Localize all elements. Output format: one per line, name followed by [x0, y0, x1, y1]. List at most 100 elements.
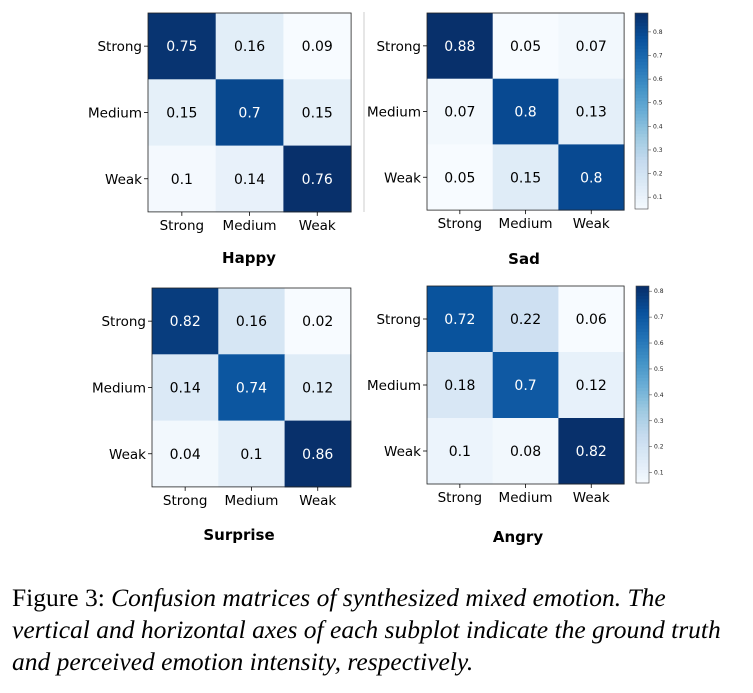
cell-value-label: 0.75: [166, 39, 197, 55]
colorbar-segment: [636, 289, 649, 294]
heatmap-cell: [427, 418, 494, 485]
colorbar-segment: [636, 400, 649, 405]
colorbar-segment: [635, 78, 648, 83]
y-tick-label: Weak: [384, 170, 421, 186]
y-tick-label: Medium: [367, 378, 421, 394]
heatmap-cell: [215, 79, 284, 147]
heatmap-cell: [284, 288, 352, 355]
colorbar-segment: [636, 430, 649, 435]
x-tick-label: Medium: [499, 216, 553, 232]
heatmap-cell: [218, 354, 286, 422]
heatmap-cell: [558, 144, 625, 211]
colorbar-segment: [635, 127, 648, 132]
cell-value-label: 0.07: [444, 105, 475, 121]
colorbar-segment: [636, 450, 649, 455]
colorbar-tick-label: 0.3: [654, 418, 664, 425]
colorbar-segment: [635, 163, 648, 168]
heatmap-cell: [492, 418, 559, 485]
cell-value-label: 0.82: [170, 314, 201, 330]
colorbar-segment: [635, 169, 648, 174]
colorbar-tick-label: 0.8: [654, 288, 664, 295]
heatmap-panel-happy: 0.75 0.16 0.09 0.15 0.7 0.15 0.1 0.14 0.76 Strong…: [88, 12, 352, 267]
y-tick-label: Medium: [92, 380, 146, 396]
colorbar-segment: [636, 387, 649, 392]
colorbar-segment: [635, 68, 648, 73]
cell-value-label: 0.16: [234, 39, 265, 55]
heatmap-cell: [283, 13, 352, 80]
heatmap-cell: [148, 13, 217, 80]
colorbar-segment: [635, 94, 648, 99]
heatmap-cell: [148, 145, 217, 213]
cell-value-label: 0.13: [576, 105, 607, 121]
cell-value-label: 0.15: [510, 170, 541, 186]
cell-value-label: 0.7: [238, 105, 260, 121]
colorbar-segment: [636, 476, 649, 481]
colorbar-segment: [636, 305, 649, 310]
colorbar-segment: [635, 32, 648, 37]
heatmap-cell: [152, 288, 219, 355]
colorbar-segment: [635, 13, 648, 17]
x-tick-label: Medium: [224, 493, 278, 509]
colorbar-segment: [635, 153, 648, 158]
colorbar-segment: [636, 358, 649, 363]
colorbar-segment: [636, 397, 649, 402]
colorbar-segment: [636, 295, 649, 300]
colorbar-segment: [636, 460, 649, 464]
x-tick-label: Strong: [163, 493, 208, 509]
colorbar-segment: [635, 114, 648, 119]
cell-value-label: 0.74: [236, 380, 267, 396]
heatmap-cell: [427, 13, 494, 80]
cell-value-label: 0.02: [302, 314, 333, 330]
colorbar-segment: [636, 328, 649, 333]
colorbar-segment: [636, 440, 649, 445]
caption-text: Confusion matrices of synthesized mixed …: [12, 583, 721, 676]
colorbar-tick-label: 0.6: [653, 76, 663, 83]
colorbar-segment: [635, 107, 648, 112]
colorbar-segment: [635, 81, 648, 86]
colorbar-segment: [635, 192, 648, 197]
colorbar-border: [634, 12, 649, 210]
x-tick-label: Medium: [499, 490, 553, 506]
cell-value-label: 0.14: [234, 172, 265, 188]
colorbar-segment: [635, 179, 648, 184]
cell-value-label: 0.8: [514, 105, 536, 121]
cell-value-label: 0.1: [171, 172, 193, 188]
colorbar-segment: [636, 420, 649, 425]
y-tick-label: Strong: [376, 39, 421, 55]
colorbar-segment: [635, 182, 648, 187]
colorbar-segment: [636, 345, 649, 349]
colorbar-segment: [636, 318, 649, 323]
x-tick-label: Strong: [438, 216, 483, 232]
colorbar-segment: [635, 189, 648, 194]
colorbar-segment: [636, 456, 649, 461]
cell-value-label: 0.05: [444, 170, 475, 186]
colorbar-segment: [636, 404, 649, 409]
heatmap-cell: [215, 13, 284, 80]
colorbar-segment: [636, 351, 649, 356]
colorbar-segment: [636, 335, 649, 340]
colorbar-segment: [635, 104, 648, 109]
colorbar-segment: [636, 410, 649, 415]
colorbar-segment: [636, 374, 649, 379]
colorbar-segment: [635, 124, 648, 128]
colorbar-segment: [635, 146, 648, 151]
colorbar-segment: [635, 160, 648, 164]
heatmap-cell: [427, 78, 494, 145]
colorbar-segment: [636, 377, 649, 382]
heatmap-cell: [492, 13, 559, 80]
colorbar-segment: [635, 71, 648, 76]
cell-value-label: 0.08: [510, 444, 541, 460]
colorbar-segment: [636, 325, 649, 330]
cell-value-label: 0.18: [444, 378, 475, 394]
colorbar-segment: [636, 331, 649, 336]
colorbar-segment: [635, 35, 648, 40]
y-tick-label: Weak: [109, 447, 146, 463]
colorbar-segment: [635, 91, 648, 96]
colorbar-segment: [635, 39, 648, 43]
colorbar-segment: [635, 140, 648, 145]
heatmap-panel-angry: 0.72 0.22 0.06 0.18 0.7 0.12 0.1 0.08 0.82 Strong…: [367, 285, 664, 546]
cell-value-label: 0.86: [302, 447, 333, 463]
cell-value-label: 0.15: [302, 105, 333, 121]
cell-value-label: 0.16: [236, 314, 267, 330]
subplot-title: Angry: [493, 528, 543, 546]
